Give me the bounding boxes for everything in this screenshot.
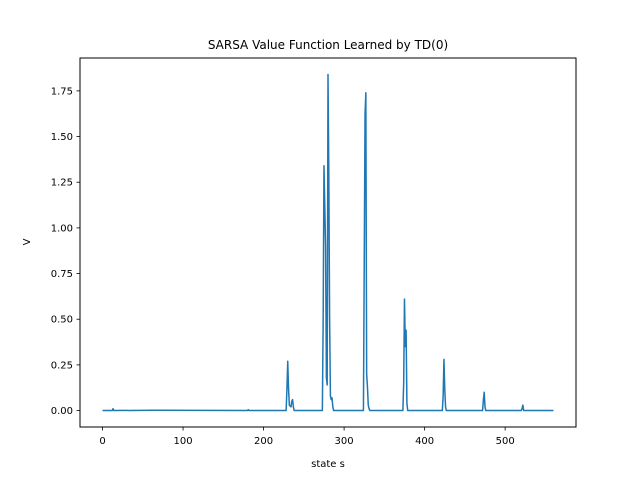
x-axis: 0 100 200 300 400 500	[99, 427, 515, 447]
y-tick-label: 1.25	[51, 178, 73, 189]
x-tick-label: 0	[99, 436, 105, 447]
y-tick-label: 0.00	[51, 406, 73, 417]
y-tick-label: 1.75	[51, 86, 73, 97]
y-axis: 0.00 0.25 0.50 0.75 1.00 1.25 1.50 1.75	[51, 86, 80, 417]
x-tick-label: 200	[254, 436, 273, 447]
chart-title: SARSA Value Function Learned by TD(0)	[208, 38, 448, 52]
x-tick-label: 100	[174, 436, 193, 447]
x-tick-label: 500	[496, 436, 515, 447]
y-tick-label: 1.00	[51, 223, 73, 234]
y-tick-label: 0.25	[51, 360, 73, 371]
plot-frame	[79, 57, 577, 428]
x-tick-label: 400	[415, 436, 434, 447]
x-axis-label: state s	[311, 459, 345, 470]
x-tick-label: 300	[335, 436, 354, 447]
y-tick-label: 0.75	[51, 269, 73, 280]
y-tick-label: 0.50	[51, 315, 73, 326]
value-function-line	[102, 73, 554, 412]
y-tick-label: 1.50	[51, 132, 73, 143]
y-axis-label: V	[22, 238, 33, 245]
